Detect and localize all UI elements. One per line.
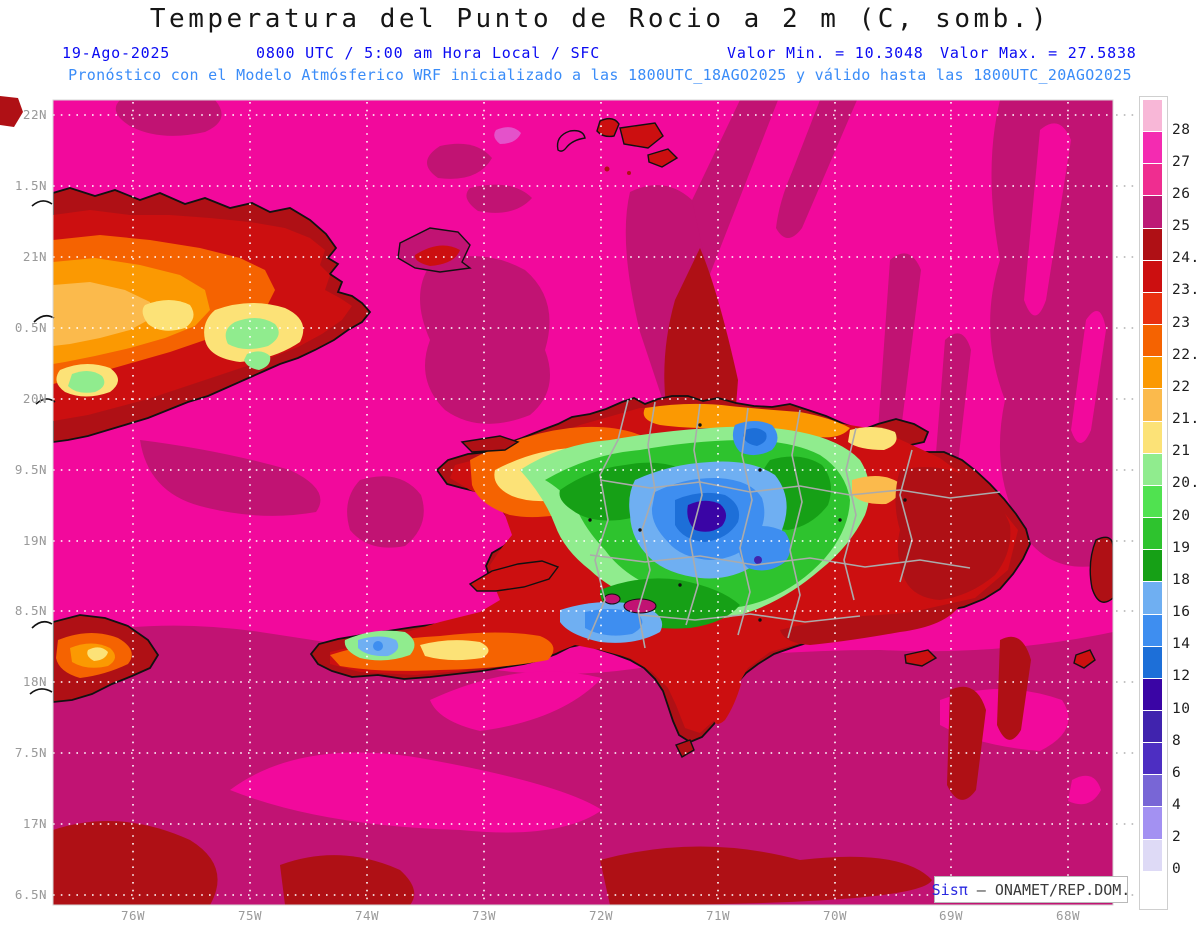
colorbar-tick-label: 21 bbox=[1172, 443, 1191, 460]
colorbar-segment bbox=[1143, 871, 1162, 904]
sea-hot-patches bbox=[53, 248, 1031, 905]
value-max-label: Valor Max. = 27.5838 bbox=[940, 44, 1137, 62]
jamaica-landmass bbox=[53, 614, 160, 703]
watermark-badge: Sisπ – ONAMET/REP.DOM. bbox=[931, 876, 1131, 903]
colorbar-segment bbox=[1143, 325, 1162, 358]
colorbar-tick-label: 12 bbox=[1172, 668, 1191, 685]
lat-tick-label: 0.5N bbox=[14, 320, 47, 335]
colorbar-segment bbox=[1143, 614, 1162, 647]
lat-tick-label: 17N bbox=[22, 816, 47, 831]
colorbar-segment bbox=[1143, 357, 1162, 390]
hispaniola-landmass bbox=[309, 395, 1031, 744]
watermark-org: ONAMET/REP.DOM. bbox=[994, 880, 1131, 899]
graticule-gridlines bbox=[53, 102, 1113, 903]
colorbar-segment bbox=[1143, 389, 1162, 422]
colorbar-tick-label: 28 bbox=[1172, 121, 1191, 138]
lon-tick-label: 73W bbox=[471, 908, 497, 923]
lat-tick-label: 21N bbox=[22, 249, 47, 264]
map-frame bbox=[52, 99, 1114, 906]
lat-tick-label: 18N bbox=[22, 674, 47, 689]
lat-tick-label: 1.5N bbox=[14, 178, 47, 193]
lat-tick-label: 8.5N bbox=[14, 603, 47, 618]
valid-time-label: 0800 UTC / 5:00 am Hora Local / SFC bbox=[256, 44, 601, 62]
lon-tick-label: 69W bbox=[938, 908, 964, 923]
colorbar-segment bbox=[1143, 292, 1162, 326]
colorbar-tick-label: 20 bbox=[1172, 507, 1191, 524]
colorbar-tick-label: 10 bbox=[1172, 700, 1191, 717]
colorbar-segment bbox=[1143, 646, 1162, 679]
sea-warm-patches bbox=[53, 100, 1113, 905]
colorbar-segment bbox=[1143, 678, 1162, 711]
lon-tick-label: 74W bbox=[354, 908, 380, 923]
valid-date-label: 19-Ago-2025 bbox=[62, 44, 171, 62]
colorbar-tick-label: 20.5 bbox=[1172, 475, 1200, 492]
lon-tick-label: 68W bbox=[1055, 908, 1081, 923]
colorbar-segment bbox=[1143, 164, 1162, 197]
value-min-label: Valor Min. = 10.3048 bbox=[727, 44, 924, 62]
lat-tick-label: 6.5N bbox=[14, 887, 47, 902]
colorbar-tick-label: 26 bbox=[1172, 185, 1191, 202]
colorbar-tick-label: 6 bbox=[1172, 764, 1182, 781]
colorbar-segment bbox=[1143, 260, 1162, 293]
colorbar-segment bbox=[1143, 196, 1162, 229]
colorbar-tick-label: 2 bbox=[1172, 829, 1182, 846]
lat-tick-label: 22N bbox=[22, 107, 47, 122]
colorbar bbox=[1139, 96, 1168, 910]
colorbar-segment bbox=[1143, 421, 1162, 454]
sea-lavender-patch bbox=[494, 127, 521, 144]
lon-tick-label: 70W bbox=[822, 908, 848, 923]
lon-tick-label: 72W bbox=[588, 908, 614, 923]
colorbar-tick-label: 4 bbox=[1172, 797, 1182, 814]
colorbar-segment bbox=[1143, 743, 1162, 776]
colorbar-tick-label: 23.5 bbox=[1172, 282, 1200, 299]
colorbar-tick-label: 27 bbox=[1172, 153, 1191, 170]
colorbar-tick-label: 16 bbox=[1172, 604, 1191, 621]
colorbar-tick-label: 25 bbox=[1172, 218, 1191, 235]
lat-tick-label: 20N bbox=[22, 391, 47, 406]
colorbar-segment bbox=[1143, 839, 1162, 872]
colorbar-segment bbox=[1143, 550, 1162, 583]
colorbar-tick-label: 22.5 bbox=[1172, 346, 1200, 363]
colorbar-segment bbox=[1143, 807, 1162, 840]
colorbar-tick-label: 0 bbox=[1172, 861, 1182, 878]
colorbar-segment bbox=[1143, 485, 1162, 519]
colorbar-segment bbox=[1143, 132, 1162, 165]
margin-coastline-marks bbox=[29, 200, 56, 695]
lon-tick-label: 76W bbox=[120, 908, 146, 923]
lat-tick-label: 9.5N bbox=[14, 462, 47, 477]
watermark-separator: – bbox=[967, 880, 995, 899]
colorbar-segment bbox=[1143, 228, 1162, 261]
margin-color-artifact bbox=[0, 96, 23, 127]
station-dots bbox=[588, 423, 907, 622]
colorbar-tick-label: 23 bbox=[1172, 314, 1191, 331]
lat-tick-label: 7.5N bbox=[14, 745, 47, 760]
watermark-brand: Sisπ bbox=[931, 880, 968, 899]
bahamas-islands bbox=[397, 117, 679, 273]
colorbar-tick-label: 22 bbox=[1172, 378, 1191, 395]
colorbar-segment bbox=[1143, 582, 1162, 615]
colorbar-segment bbox=[1143, 710, 1162, 744]
model-info-label: Pronóstico con el Modelo Atmósferico WRF… bbox=[68, 66, 1132, 84]
colorbar-segment bbox=[1143, 100, 1162, 133]
colorbar-tick-label: 8 bbox=[1172, 732, 1182, 749]
lon-tick-label: 75W bbox=[237, 908, 263, 923]
colorbar-segment bbox=[1143, 518, 1162, 551]
colorbar-tick-label: 14 bbox=[1172, 636, 1191, 653]
colorbar-segment bbox=[1143, 453, 1162, 486]
colorbar-tick-label: 18 bbox=[1172, 571, 1191, 588]
colorbar-tick-label: 19 bbox=[1172, 539, 1191, 556]
offshore-islands bbox=[460, 435, 1113, 758]
colorbar-segment bbox=[1143, 775, 1162, 808]
colorbar-tick-label: 24.5 bbox=[1172, 250, 1200, 267]
colorbar-tick-label: 21.5 bbox=[1172, 411, 1200, 428]
lat-tick-label: 19N bbox=[22, 533, 47, 548]
colorbar-strip bbox=[1143, 100, 1162, 904]
map-fill-layer bbox=[53, 100, 1113, 905]
page-title: Temperatura del Punto de Rocio a 2 m (C,… bbox=[149, 4, 1051, 34]
sea-bright-streaks bbox=[230, 123, 1106, 833]
province-borders bbox=[587, 399, 1001, 649]
lon-tick-label: 71W bbox=[705, 908, 731, 923]
